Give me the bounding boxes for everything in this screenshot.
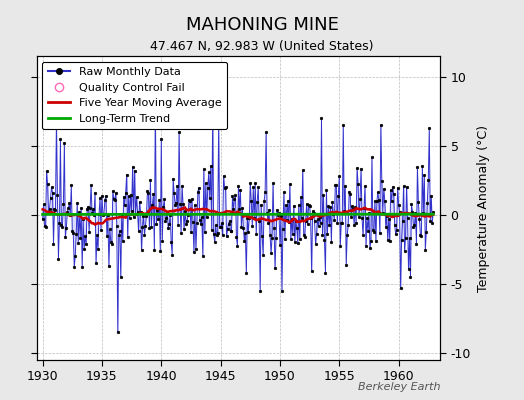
Text: 47.467 N, 92.983 W (United States): 47.467 N, 92.983 W (United States) (150, 40, 374, 53)
Long-Term Trend (172, 212, 178, 217)
Five Year Moving Average (65, 212, 71, 217)
Text: MAHONING MINE: MAHONING MINE (185, 16, 339, 34)
Y-axis label: Temperature Anomaly (°C): Temperature Anomaly (°C) (476, 124, 489, 292)
Text: Berkeley Earth: Berkeley Earth (358, 382, 440, 392)
Raw Monthly Data (152, 102, 158, 107)
Long-Term Trend (65, 212, 71, 217)
Line: Raw Monthly Data: Raw Monthly Data (41, 103, 434, 334)
Five Year Moving Average (173, 208, 179, 213)
Line: Five Year Moving Average: Five Year Moving Average (42, 207, 433, 225)
Legend: Raw Monthly Data, Quality Control Fail, Five Year Moving Average, Long-Term Tren: Raw Monthly Data, Quality Control Fail, … (42, 62, 227, 129)
Raw Monthly Data (115, 330, 121, 335)
Long-Term Trend (39, 212, 46, 217)
Raw Monthly Data (39, 217, 46, 222)
Raw Monthly Data (374, 199, 380, 204)
Long-Term Trend (372, 212, 378, 217)
Long-Term Trend (182, 212, 188, 217)
Five Year Moving Average (92, 222, 98, 227)
Raw Monthly Data (184, 218, 190, 223)
Long-Term Trend (430, 212, 436, 216)
Raw Monthly Data (323, 187, 330, 192)
Five Year Moving Average (184, 207, 190, 212)
Five Year Moving Average (323, 212, 330, 217)
Raw Monthly Data (423, 230, 430, 234)
Raw Monthly Data (430, 210, 436, 214)
Five Year Moving Average (182, 205, 188, 210)
Raw Monthly Data (65, 206, 71, 211)
Five Year Moving Average (39, 207, 46, 212)
Five Year Moving Average (374, 210, 380, 215)
Long-Term Trend (421, 212, 428, 216)
Long-Term Trend (321, 212, 328, 217)
Raw Monthly Data (174, 184, 180, 188)
Five Year Moving Average (430, 212, 436, 217)
Five Year Moving Average (423, 214, 430, 218)
